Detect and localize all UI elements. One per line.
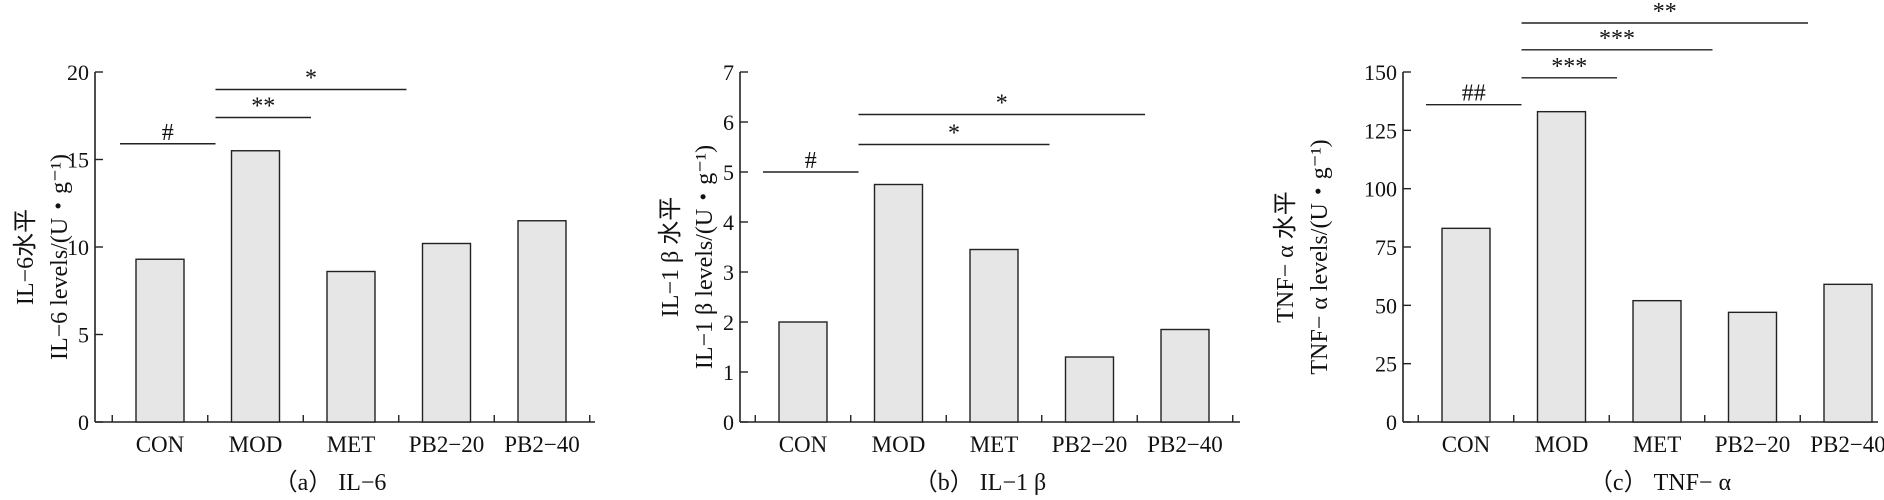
y-tick-label: 7 (723, 60, 734, 85)
y-tick-label: 0 (723, 410, 734, 435)
bar-pb2-40 (1160, 328, 1210, 423)
x-tick-label: CON (779, 432, 828, 457)
chart-2: 0 1 2 3 4 5 6 7 CON MOD MET PB2−20 PB2−40 # * * IL−1 β 水… (657, 60, 1240, 496)
chart-3: 0 25 50 75 100 125 150 CON MOD MET PB2−20 PB2−40 ## *… (1272, 0, 1884, 496)
x-tick-label: MET (327, 432, 376, 457)
bar-pb2-20 (421, 242, 472, 423)
y-tick-label: 100 (1364, 177, 1397, 202)
x-tick-label: PB2−20 (409, 432, 485, 457)
x-tick-label: MET (1633, 432, 1682, 457)
y-tick-label: 0 (1386, 410, 1397, 435)
bar-met (326, 270, 376, 423)
y-axis-label: IL−1 β levels/(U・g⁻¹) (692, 145, 718, 369)
panel-caption: （a） IL−6 (274, 470, 387, 496)
bar-mod (873, 183, 924, 423)
significance-label: ** (1653, 0, 1677, 25)
bar-met (1632, 299, 1682, 423)
bar-pb2-20 (1064, 356, 1115, 423)
bar-met (969, 248, 1019, 423)
bar-mod (1536, 110, 1587, 423)
y-tick-label: 4 (723, 210, 734, 235)
bar-pb2-20 (1727, 311, 1778, 423)
panel-caption: （c） TNF− α (1589, 470, 1732, 496)
y-tick-label: 6 (723, 110, 734, 135)
significance-label: ** (251, 94, 275, 120)
y-axis-label: TNF− α 水平 (1272, 191, 1299, 322)
y-tick-label: 125 (1364, 118, 1397, 143)
y-tick-label: 150 (1364, 60, 1397, 85)
y-tick-label: 50 (1375, 293, 1397, 318)
x-tick-label: MET (970, 432, 1019, 457)
y-axis-label: IL−1 β 水平 (657, 197, 684, 317)
y-tick-label: 0 (78, 410, 89, 435)
y-axis-label: IL−6水平 (12, 209, 39, 305)
bar-con (778, 321, 828, 423)
bar-con (135, 258, 185, 423)
x-tick-label: PB2−20 (1052, 432, 1128, 457)
x-tick-label: CON (136, 432, 185, 457)
x-tick-label: MOD (1535, 432, 1589, 457)
y-tick-label: 5 (723, 160, 734, 185)
y-tick-label: 10 (67, 235, 89, 260)
significance-label: # (162, 120, 174, 146)
x-tick-label: PB2−40 (504, 432, 580, 457)
significance-label: * (948, 121, 960, 147)
bar-mod (230, 150, 281, 423)
y-tick-label: 75 (1375, 235, 1397, 260)
y-axis-label: IL−6 levels/(U・g⁻¹) (47, 154, 73, 360)
y-tick-label: 3 (723, 260, 734, 285)
bar-con (1441, 227, 1491, 423)
y-tick-label: 2 (723, 310, 734, 335)
x-tick-label: PB2−20 (1715, 432, 1791, 457)
significance-label: * (305, 66, 317, 92)
y-tick-label: 1 (723, 360, 734, 385)
significance-label: ## (1462, 81, 1486, 107)
bar-pb2-40 (1823, 283, 1873, 423)
y-axis-label: TNF− α levels/(U・g⁻¹) (1307, 139, 1333, 374)
y-tick-label: 5 (78, 323, 89, 348)
x-tick-label: PB2−40 (1147, 432, 1223, 457)
x-tick-label: MOD (872, 432, 926, 457)
x-tick-label: PB2−40 (1810, 432, 1884, 457)
panel-caption: （b） IL−1 β (914, 470, 1046, 496)
significance-label: *** (1599, 26, 1635, 52)
x-tick-label: MOD (229, 432, 283, 457)
significance-label: * (996, 91, 1008, 117)
bar-pb2-40 (517, 220, 567, 423)
significance-label: *** (1551, 54, 1587, 80)
x-tick-label: CON (1442, 432, 1491, 457)
y-tick-label: 15 (67, 148, 89, 173)
y-tick-label: 25 (1375, 352, 1397, 377)
y-tick-label: 20 (67, 60, 89, 85)
significance-label: # (805, 148, 817, 174)
